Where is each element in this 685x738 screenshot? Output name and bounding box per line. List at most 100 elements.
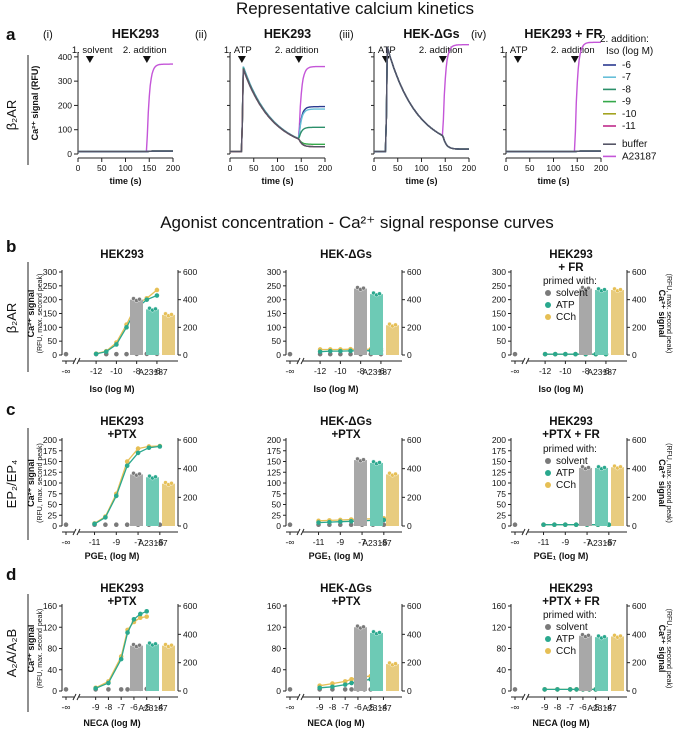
y-tick-label: 200 <box>267 435 281 445</box>
row-b-label: β₂AR <box>4 303 19 334</box>
x-tick-label: 150 <box>438 163 452 173</box>
bar-point <box>361 285 366 291</box>
bar-point <box>393 322 398 328</box>
y-tick-label: 0 <box>276 521 281 531</box>
data-point-atp <box>93 351 99 357</box>
bar-point <box>393 471 398 477</box>
data-point-solvent <box>124 522 130 528</box>
row-c-label: EP₂/EP₄ <box>4 460 19 509</box>
right-y-tick-label: 0 <box>407 521 412 531</box>
x-tick-label: -5 <box>143 702 151 712</box>
bar-a23187-solvent <box>130 645 143 691</box>
bar-a23187-atp <box>146 644 159 691</box>
y-tick-label: 200 <box>43 435 57 445</box>
y-tick-label: 150 <box>43 309 57 319</box>
bar-a23187-atp <box>370 632 383 691</box>
y-tick-label: 160 <box>43 601 57 611</box>
first-addition-arrow <box>513 56 522 63</box>
x-tick-label: -8 <box>582 366 590 376</box>
dose-y-sublabel: (RFU, max. second peak) <box>37 609 44 689</box>
x-tick-label: 150 <box>570 163 584 173</box>
dose-legend-label: solvent <box>556 622 588 633</box>
x-tick-label: -5 <box>380 537 388 547</box>
trace-7 <box>374 46 469 153</box>
data-point-atp <box>348 348 353 354</box>
right-y-tick-label: 0 <box>632 686 637 696</box>
axis-break <box>72 693 77 701</box>
dose-legend-swatch <box>545 624 551 630</box>
data-point-atp <box>327 348 333 354</box>
y-tick-label: 300 <box>58 76 72 86</box>
right-y-tick-label: 400 <box>183 464 197 474</box>
dose-legend-title: primed with: <box>543 444 597 455</box>
y-tick-label: 75 <box>272 489 282 499</box>
bar-point <box>618 464 623 470</box>
data-point-atp <box>103 515 108 520</box>
x-tick-label: 100 <box>118 163 132 173</box>
right-y-tick-label: 600 <box>632 435 646 445</box>
dose-panel-1-2: HEK-ΔGs 0 50 100 150 200 250 300 -∞ -12 -10 -8 -6 Iso… <box>267 249 422 394</box>
dose-panel-title: +PTX <box>331 429 360 441</box>
first-addition-arrow <box>237 56 246 63</box>
y-tick-label: 50 <box>497 336 507 346</box>
y-tick-label: 40 <box>48 665 58 675</box>
x-tick-label: -7 <box>566 702 574 712</box>
y-tick-label: 150 <box>492 309 506 319</box>
bar-a23187-cch <box>611 636 624 691</box>
axis-break <box>76 528 81 536</box>
row-a-label: β₂AR <box>4 100 19 131</box>
data-point-atp <box>135 450 141 456</box>
kinetics-x-label: time (s) <box>537 176 569 186</box>
bar-point <box>163 480 168 485</box>
data-point-atp <box>106 680 111 686</box>
data-point-atp <box>342 682 348 687</box>
kinetics-legend-subtitle: Iso (log M) <box>606 46 653 57</box>
x-tick-label: -12 <box>539 366 552 376</box>
y-tick-label: 40 <box>272 665 282 675</box>
data-point-solvent <box>342 687 348 692</box>
x-tick-label: -9 <box>337 537 345 547</box>
bar-x-label: A23187 <box>138 703 168 713</box>
x-tick-label: -10 <box>110 366 123 376</box>
right-y-tick-label: 0 <box>183 350 188 360</box>
second-addition-arrow <box>294 56 303 63</box>
right-y-tick-label: 0 <box>183 521 188 531</box>
first-addition-label: 1. ATP <box>224 45 252 56</box>
legend-label: -7 <box>622 72 631 83</box>
y-tick-label: 150 <box>267 457 281 467</box>
y-tick-label: 0 <box>52 686 57 696</box>
bar-a23187-atp <box>146 477 159 526</box>
x-tick-label: -6 <box>130 702 138 712</box>
axis-break <box>76 357 81 365</box>
data-point-solvent <box>125 687 130 692</box>
data-point-atp <box>317 349 323 354</box>
data-point-atp <box>552 351 558 357</box>
bar-point <box>612 463 617 469</box>
right-y-tick-label: 0 <box>407 686 412 696</box>
x-tick-label: -6 <box>354 702 362 712</box>
right-y-label: Ca²⁺ signal <box>657 290 667 338</box>
y-tick-label: 0 <box>52 350 57 360</box>
y-tick-label: 100 <box>492 478 506 488</box>
dose-panel-title: HEK293 <box>100 416 143 428</box>
trace-7 <box>230 66 325 153</box>
x-tick-label: 200 <box>318 163 332 173</box>
y-tick-label: 160 <box>492 601 506 611</box>
x-tick-label: -5 <box>605 537 613 547</box>
data-point-atp <box>555 687 560 692</box>
y-tick-label: 300 <box>267 267 281 277</box>
dose-legend-title: primed with: <box>543 610 597 621</box>
data-point-solvent <box>348 351 353 357</box>
data-point-atp <box>92 521 97 527</box>
data-point-atp <box>131 616 137 622</box>
bar-point <box>153 474 158 480</box>
second-addition-label: 2. addition <box>419 45 463 56</box>
bar-point <box>147 473 152 479</box>
data-point-atp <box>103 349 109 354</box>
dose-panel-1-3: HEK293+ FR 0 50 100 150 200 250 300 -∞ -12 -10 -8 -6… <box>492 249 672 394</box>
bar-x-label: A23187 <box>362 703 392 713</box>
bar-a23187-atp <box>595 289 608 355</box>
kinetics-panel-title: HEK-ΔGs <box>403 27 459 41</box>
kinetics-y-label: Ca²⁺ signal (RFU) <box>30 66 40 141</box>
